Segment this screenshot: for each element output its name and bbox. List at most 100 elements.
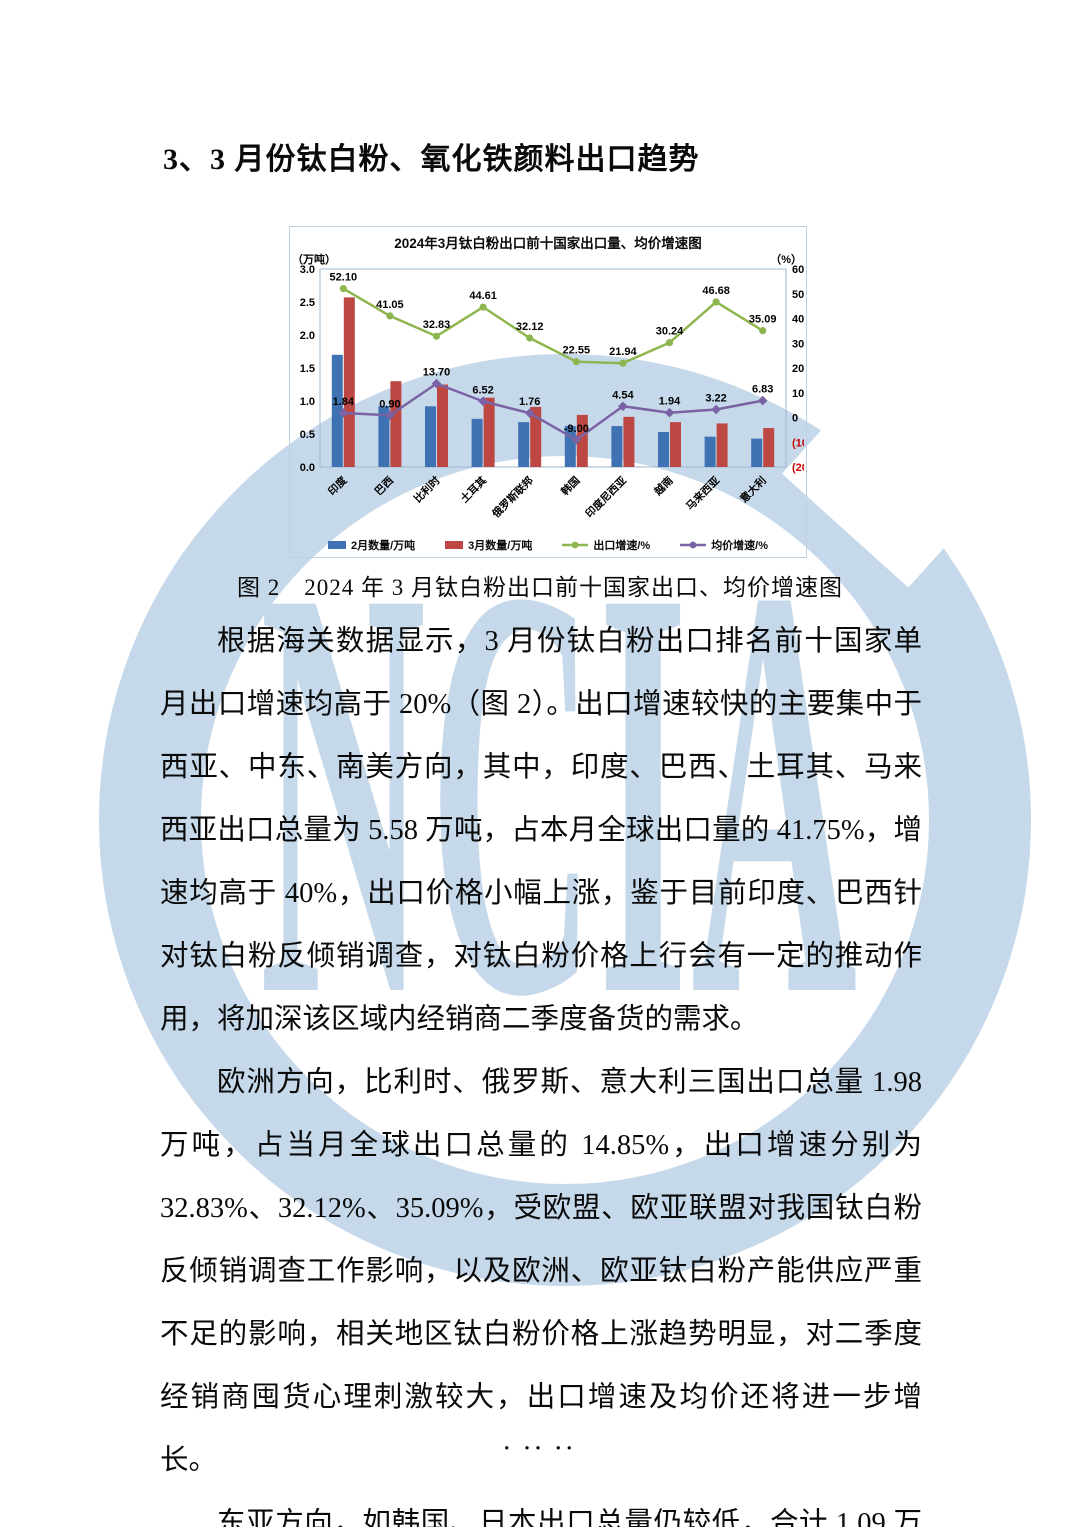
bar-mar bbox=[530, 406, 542, 467]
bar-mar bbox=[343, 297, 355, 467]
line-marker-circle bbox=[665, 339, 674, 347]
plot-border bbox=[319, 268, 787, 468]
watermark-ring-c bbox=[99, 354, 1031, 1286]
data-label: 30.24 bbox=[656, 326, 684, 338]
data-label: 52.10 bbox=[330, 272, 358, 284]
right-axis-tick: 10 bbox=[792, 388, 804, 400]
right-axis-tick: (20) bbox=[792, 462, 804, 474]
x-axis-label: 韩国 bbox=[558, 474, 582, 498]
legend-item: 2月数量/万吨 bbox=[327, 537, 416, 553]
data-label: 35.09 bbox=[749, 314, 777, 326]
section-heading: 3、3 月份钛白粉、氧化铁颜料出口趋势 bbox=[163, 143, 700, 176]
data-label: 0.90 bbox=[379, 398, 400, 410]
x-axis-label: 比利时 bbox=[411, 474, 443, 506]
line-marker-circle bbox=[339, 284, 347, 293]
bar-mar bbox=[437, 384, 448, 467]
line-marker-circle bbox=[479, 303, 487, 311]
chart-legend: 2月数量/万吨 3月数量/万吨 出口增速/% 均价增速/% bbox=[290, 537, 806, 553]
line-marker-diamond bbox=[618, 401, 628, 412]
bar-mar bbox=[483, 397, 495, 467]
line-marker-diamond bbox=[711, 404, 721, 415]
right-axis-tick: 40 bbox=[792, 314, 804, 326]
watermark-ring-gap bbox=[782, 396, 978, 588]
line-marker-diamond bbox=[338, 408, 349, 418]
line-marker-circle bbox=[619, 359, 627, 367]
left-axis-tick: 3.0 bbox=[300, 264, 315, 276]
legend-item: 均价增速/% bbox=[680, 537, 768, 553]
left-axis-tick: 0.0 bbox=[300, 462, 315, 474]
export-combo-chart: 2024年3月钛白粉出口前十国家出口量、均价增速图 （万吨） （%） 3.0 2.5 2… bbox=[289, 226, 807, 558]
left-axis-unit: （万吨） bbox=[292, 252, 336, 266]
bar-feb bbox=[658, 432, 669, 467]
right-axis-tick: (10) bbox=[792, 437, 804, 449]
left-axis-tick: 1.5 bbox=[300, 363, 315, 375]
x-axis-label: 印度尼西亚 bbox=[583, 474, 630, 521]
legend-label: 3月数量/万吨 bbox=[468, 540, 533, 552]
figure-caption: 图 2 2024 年 3 月钛白粉出口前十国家出口、均价增速图 bbox=[237, 575, 843, 600]
bar-feb bbox=[564, 426, 576, 467]
chart-plot-area: （万吨） （%） 3.0 2.5 2.0 1.5 1.0 0.5 0.0 60 50 40 30 20 10… bbox=[292, 252, 804, 521]
paragraph-customs-data: 根据海关数据显示，3 月份钛白粉出口排名前十国家单月出口增速均高于 20%（图 … bbox=[160, 626, 922, 1035]
bar-mar bbox=[670, 422, 681, 467]
bar-mar bbox=[763, 428, 775, 467]
line-marker-circle bbox=[526, 334, 534, 342]
line-series bbox=[343, 382, 763, 442]
right-axis-tick: 60 bbox=[792, 264, 804, 276]
data-label: 32.12 bbox=[516, 321, 544, 333]
bar-mar bbox=[576, 414, 588, 467]
left-axis-tick: 0.5 bbox=[300, 429, 315, 441]
data-label: 6.83 bbox=[752, 384, 773, 396]
paragraph-europe: 欧洲方向，比利时、俄罗斯、意大利三国出口总量 1.98 万吨，占当月全球出口总量… bbox=[160, 1067, 922, 1476]
x-axis-label: 越南 bbox=[651, 474, 676, 499]
bar-mar bbox=[623, 416, 635, 467]
data-label: 1.84 bbox=[333, 396, 355, 408]
data-label: 6.52 bbox=[472, 384, 493, 396]
bar-feb bbox=[331, 354, 343, 467]
line-marker-circle bbox=[759, 327, 767, 335]
data-label: 32.83 bbox=[423, 319, 451, 331]
legend-item: 出口增速/% bbox=[562, 537, 650, 553]
x-axis-label: 巴西 bbox=[373, 474, 397, 498]
data-label: 22.55 bbox=[563, 345, 591, 357]
legend-bar-swatch bbox=[327, 541, 346, 549]
data-label: 44.61 bbox=[469, 290, 497, 302]
data-label: 46.68 bbox=[702, 285, 730, 297]
data-label: 21.94 bbox=[609, 346, 637, 358]
legend-label: 出口增速/% bbox=[593, 540, 651, 552]
legend-line-swatch bbox=[562, 541, 589, 549]
watermark-letters: NCIA bbox=[260, 464, 861, 1118]
bar-feb bbox=[611, 426, 623, 467]
page-footer-dots: · ·· ·· bbox=[503, 1436, 577, 1460]
bar-feb bbox=[518, 422, 530, 467]
right-axis-tick: 50 bbox=[792, 289, 804, 301]
legend-item: 3月数量/万吨 bbox=[445, 537, 532, 553]
data-label: -9.00 bbox=[564, 423, 589, 435]
data-label: 13.70 bbox=[423, 367, 451, 379]
left-axis-tick: 1.0 bbox=[300, 396, 315, 408]
bar-feb bbox=[378, 406, 390, 467]
data-label: 3.22 bbox=[705, 393, 726, 405]
bar-feb bbox=[471, 418, 483, 467]
bar-feb bbox=[425, 406, 436, 467]
line-series bbox=[342, 287, 764, 365]
bar-feb bbox=[751, 438, 763, 467]
chart-title: 2024年3月钛白粉出口前十国家出口量、均价增速图 bbox=[394, 236, 702, 251]
data-label: 1.76 bbox=[519, 396, 540, 408]
legend-bar-swatch bbox=[445, 541, 464, 549]
line-marker-circle bbox=[572, 358, 580, 366]
body-text-block: 根据海关数据显示，3 月份钛白粉出口排名前十国家单月出口增速均高于 20%（图 … bbox=[160, 610, 922, 1527]
left-axis-tick: 2.5 bbox=[300, 297, 315, 309]
data-label: 1.94 bbox=[659, 396, 681, 408]
legend-line-swatch bbox=[680, 541, 707, 549]
x-axis-label: 马来西亚 bbox=[683, 474, 722, 513]
right-axis-unit: （%） bbox=[770, 253, 802, 266]
x-axis-label: 意大利 bbox=[737, 474, 768, 505]
bar-mar bbox=[390, 381, 402, 467]
x-axis-label: 土耳其 bbox=[458, 474, 490, 506]
right-axis-tick: 20 bbox=[792, 363, 804, 375]
legend-label: 2月数量/万吨 bbox=[350, 540, 416, 552]
legend-label: 均价增速/% bbox=[711, 540, 769, 552]
x-axis-label: 印度 bbox=[325, 474, 349, 498]
